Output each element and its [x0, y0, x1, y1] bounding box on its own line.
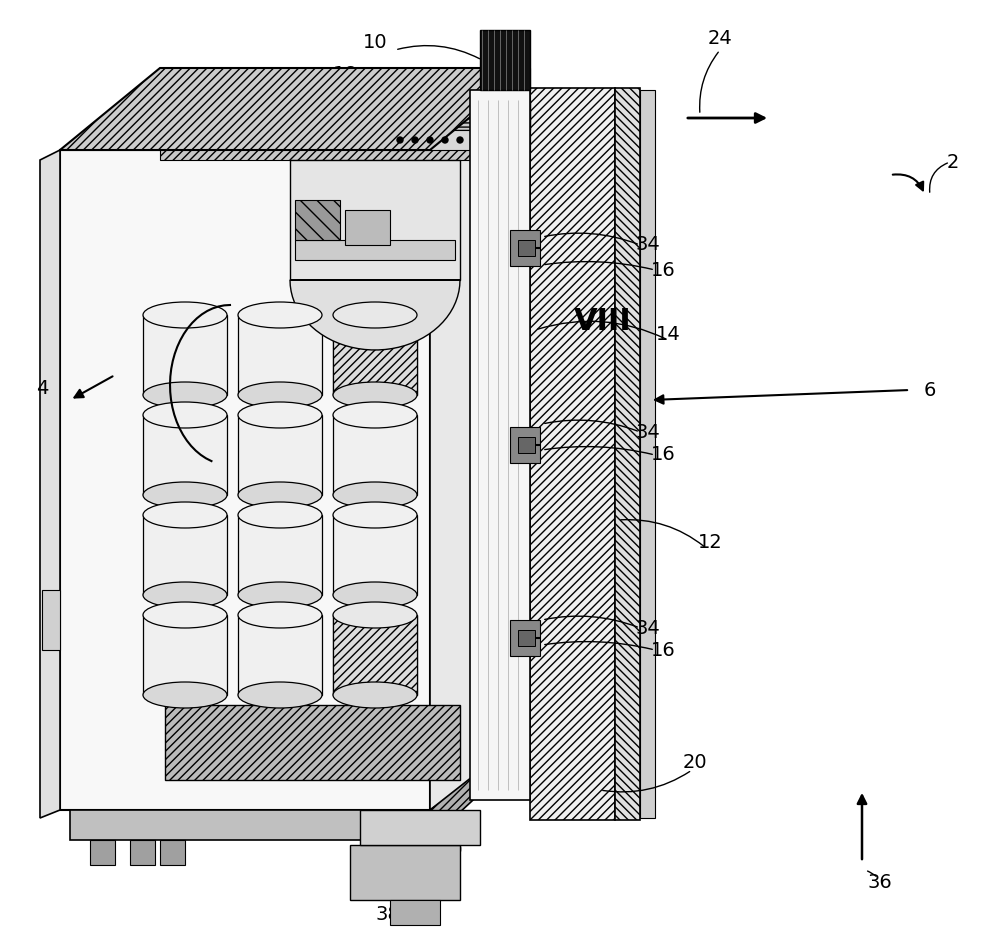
Ellipse shape	[238, 402, 322, 428]
Polygon shape	[143, 615, 227, 695]
Polygon shape	[345, 210, 390, 245]
Polygon shape	[333, 515, 417, 595]
Polygon shape	[518, 630, 535, 646]
Text: 20: 20	[683, 752, 707, 771]
Text: 34: 34	[636, 236, 660, 255]
Ellipse shape	[143, 382, 227, 408]
Circle shape	[457, 137, 463, 143]
Ellipse shape	[238, 602, 322, 628]
Text: 4: 4	[36, 378, 48, 398]
Polygon shape	[238, 515, 322, 595]
Polygon shape	[295, 200, 340, 240]
Text: 40: 40	[438, 841, 462, 860]
Text: 36: 36	[868, 872, 892, 891]
Circle shape	[427, 137, 433, 143]
Polygon shape	[60, 68, 530, 150]
Polygon shape	[333, 615, 417, 695]
Polygon shape	[518, 240, 535, 256]
Polygon shape	[238, 615, 322, 695]
Text: 34: 34	[636, 618, 660, 637]
Polygon shape	[615, 88, 640, 820]
Polygon shape	[333, 615, 417, 695]
Ellipse shape	[143, 482, 227, 508]
Text: 16: 16	[651, 641, 675, 659]
Polygon shape	[430, 755, 500, 840]
Ellipse shape	[333, 682, 417, 708]
Text: 24: 24	[708, 29, 732, 48]
Polygon shape	[430, 68, 530, 810]
Ellipse shape	[238, 682, 322, 708]
Polygon shape	[160, 840, 185, 865]
Polygon shape	[510, 230, 540, 266]
Ellipse shape	[333, 382, 417, 408]
Polygon shape	[130, 840, 155, 865]
Text: 8: 8	[306, 130, 318, 149]
Text: 16: 16	[651, 261, 675, 280]
Polygon shape	[70, 810, 430, 840]
Ellipse shape	[333, 582, 417, 608]
Polygon shape	[295, 240, 455, 260]
Ellipse shape	[143, 402, 227, 428]
Polygon shape	[40, 150, 60, 818]
Ellipse shape	[143, 502, 227, 528]
Polygon shape	[510, 427, 540, 463]
Polygon shape	[300, 100, 530, 130]
Ellipse shape	[238, 582, 322, 608]
Polygon shape	[360, 810, 480, 845]
Polygon shape	[390, 130, 530, 150]
Text: 16: 16	[651, 445, 675, 464]
Polygon shape	[640, 90, 655, 818]
Ellipse shape	[143, 682, 227, 708]
Polygon shape	[390, 900, 440, 925]
Ellipse shape	[238, 502, 322, 528]
Text: 38: 38	[376, 905, 400, 924]
Text: 2: 2	[947, 152, 959, 171]
Ellipse shape	[143, 302, 227, 328]
Text: 14: 14	[656, 325, 680, 344]
Polygon shape	[530, 88, 615, 820]
Text: VIII: VIII	[574, 307, 632, 337]
Text: 10: 10	[363, 32, 387, 51]
Polygon shape	[480, 30, 530, 90]
Polygon shape	[510, 620, 540, 656]
Polygon shape	[470, 90, 530, 800]
Polygon shape	[290, 280, 460, 350]
Text: 18: 18	[333, 65, 357, 84]
Circle shape	[397, 137, 403, 143]
Text: 12: 12	[698, 533, 722, 552]
Ellipse shape	[143, 582, 227, 608]
Polygon shape	[60, 150, 430, 810]
Polygon shape	[238, 315, 322, 395]
Polygon shape	[143, 515, 227, 595]
Polygon shape	[290, 160, 460, 280]
Ellipse shape	[238, 382, 322, 408]
Polygon shape	[333, 315, 417, 395]
Polygon shape	[143, 415, 227, 495]
Ellipse shape	[143, 602, 227, 628]
Ellipse shape	[333, 402, 417, 428]
Circle shape	[442, 137, 448, 143]
Polygon shape	[143, 315, 227, 395]
Ellipse shape	[238, 482, 322, 508]
Polygon shape	[90, 840, 115, 865]
Ellipse shape	[238, 302, 322, 328]
Ellipse shape	[333, 502, 417, 528]
Polygon shape	[238, 415, 322, 495]
Polygon shape	[333, 415, 417, 495]
Polygon shape	[350, 845, 460, 900]
Ellipse shape	[333, 482, 417, 508]
Polygon shape	[42, 590, 60, 650]
Polygon shape	[518, 437, 535, 453]
Text: 6: 6	[924, 380, 936, 399]
Polygon shape	[333, 315, 417, 395]
Circle shape	[412, 137, 418, 143]
Polygon shape	[160, 68, 530, 160]
Ellipse shape	[333, 302, 417, 328]
Ellipse shape	[333, 602, 417, 628]
Text: 34: 34	[636, 422, 660, 441]
Polygon shape	[165, 705, 460, 780]
